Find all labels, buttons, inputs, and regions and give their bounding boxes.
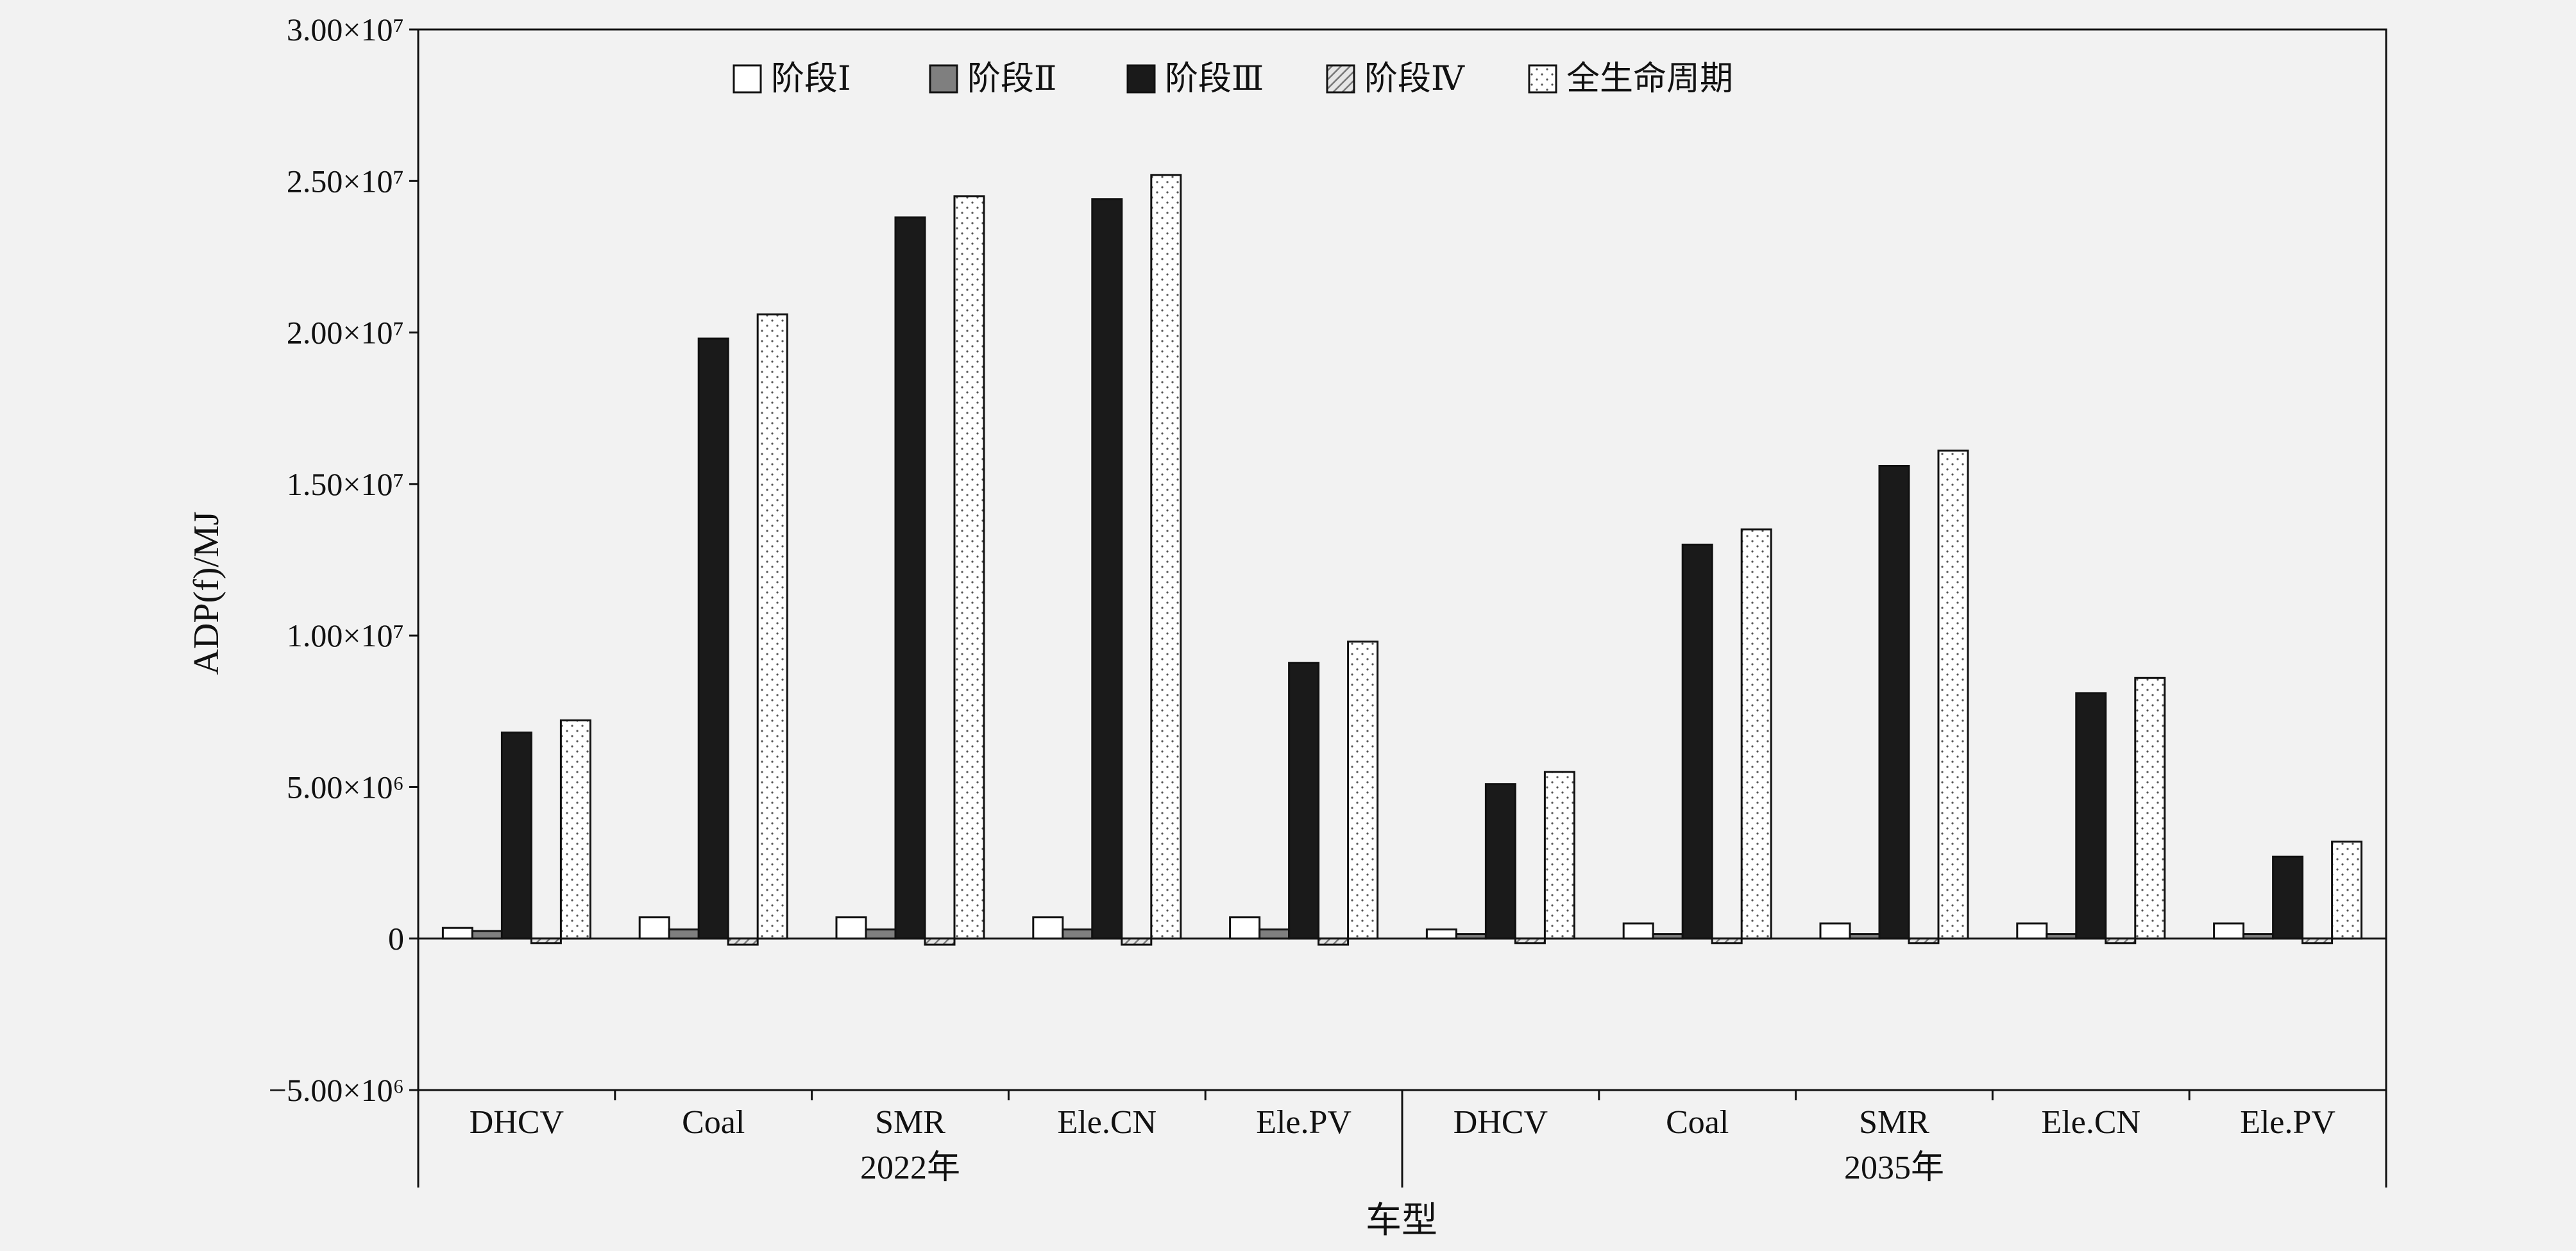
x-category-label: Ele.PV <box>2240 1104 2335 1141</box>
bar <box>1514 937 1546 945</box>
y-axis-title: ADP(f)/MJ <box>187 511 226 675</box>
bar <box>1622 922 1654 940</box>
bar <box>500 731 532 940</box>
legend-swatch <box>929 64 958 94</box>
bar <box>2272 855 2304 940</box>
legend-swatch <box>1326 64 1355 94</box>
bar <box>1484 783 1516 940</box>
x-category-label: SMR <box>875 1104 945 1141</box>
bar <box>1288 662 1320 940</box>
bar <box>1455 933 1487 940</box>
x-category-label: Ele.CN <box>2042 1104 2141 1141</box>
bar <box>1543 771 1575 940</box>
x-category-label: SMR <box>1859 1104 1929 1141</box>
bar <box>1091 198 1123 940</box>
bar <box>1258 928 1291 940</box>
bar <box>1032 916 1064 940</box>
legend-label: 全生命周期 <box>1566 60 1733 97</box>
bar <box>2016 922 2048 940</box>
x-axis-title: 车型 <box>1366 1201 1437 1241</box>
bar <box>2075 692 2107 940</box>
x-category-label: Coal <box>1666 1104 1729 1141</box>
bar <box>668 928 700 940</box>
x-category-label: Coal <box>682 1104 745 1141</box>
y-tick-label: 1.00×10⁷ <box>287 617 404 653</box>
bar <box>865 928 897 940</box>
bar <box>894 216 926 940</box>
x-group-label: 2022年 <box>860 1150 960 1186</box>
bar <box>2242 933 2275 940</box>
bar <box>471 930 503 940</box>
bar <box>1819 922 1851 940</box>
bar <box>835 916 867 940</box>
bar <box>2331 840 2363 940</box>
bar <box>1150 174 1182 940</box>
legend-swatch <box>1126 64 1156 94</box>
x-category-label: DHCV <box>1453 1104 1548 1141</box>
bar <box>1121 937 1153 946</box>
x-category-label: Ele.PV <box>1256 1104 1352 1141</box>
y-tick-label: 2.50×10⁷ <box>287 163 404 199</box>
bar <box>1425 928 1457 940</box>
bar <box>953 195 985 940</box>
legend-swatch <box>733 64 762 94</box>
bar <box>1740 528 1772 940</box>
bar <box>1318 937 1350 946</box>
bar <box>727 937 759 946</box>
x-category-label: Ele.CN <box>1058 1104 1157 1141</box>
bar <box>1347 641 1379 940</box>
bar <box>2105 937 2137 945</box>
bar <box>1062 928 1094 940</box>
x-category-label: DHCV <box>470 1104 564 1141</box>
y-tick-label: 2.00×10⁷ <box>287 315 404 351</box>
bar <box>441 927 473 940</box>
y-tick-label: 1.50×10⁷ <box>287 466 404 502</box>
bar <box>1681 543 1713 940</box>
bar <box>697 337 729 940</box>
bar <box>2213 922 2245 940</box>
bar <box>2046 933 2078 940</box>
bar <box>530 937 562 945</box>
bar <box>1937 449 1969 940</box>
bar <box>559 719 591 940</box>
bar <box>1652 933 1684 940</box>
y-tick-label: 5.00×10⁶ <box>287 769 404 805</box>
y-tick-label: −5.00×10⁶ <box>269 1072 404 1108</box>
bar <box>2301 937 2334 945</box>
bar <box>924 937 956 946</box>
x-group-label: 2035年 <box>1844 1150 1944 1186</box>
legend-label: 阶段Ⅰ <box>771 61 851 97</box>
legend-label: 阶段Ⅱ <box>967 61 1056 97</box>
y-tick-label: 3.00×10⁷ <box>287 12 404 47</box>
y-tick-label: 0 <box>388 921 404 957</box>
bar <box>1711 937 1743 945</box>
bar <box>756 313 788 940</box>
bar <box>638 916 670 940</box>
legend-label: 阶段Ⅳ <box>1364 61 1465 97</box>
bar <box>1229 916 1261 940</box>
bar <box>2134 676 2166 940</box>
legend-swatch <box>1528 64 1557 94</box>
bar <box>1849 933 1881 940</box>
legend-label: 阶段Ⅲ <box>1165 61 1264 97</box>
bar <box>1908 937 1940 945</box>
bar <box>1878 465 1910 940</box>
